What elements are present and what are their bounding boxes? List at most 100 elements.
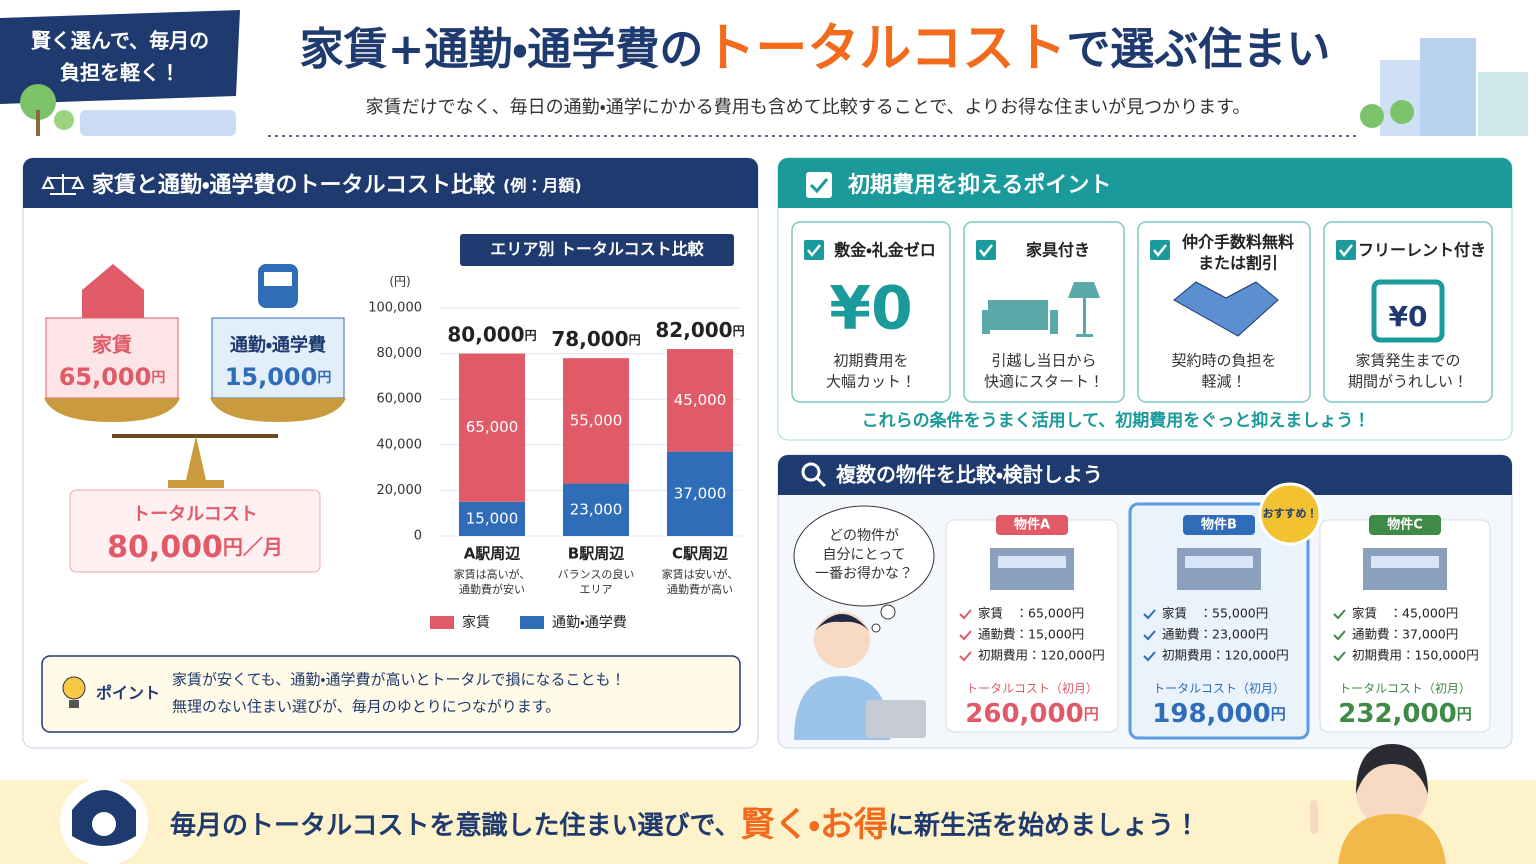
- recommend-text: おすすめ！: [1263, 507, 1318, 520]
- property-total: 260,000円: [965, 699, 1098, 729]
- item-check: [1143, 630, 1156, 641]
- item-check: [1143, 609, 1156, 620]
- property-name: 物件B: [1201, 517, 1237, 533]
- footer: 毎月のトータルコストを意識した住まい選びで、賢く・お得に新生活を始めましょう！: [0, 744, 1536, 864]
- compare-panel-part: [880, 604, 896, 620]
- total-label: 82,000円: [655, 318, 744, 342]
- bar-segment: [667, 451, 733, 536]
- check-mark: [807, 244, 821, 258]
- y-tick-label: 80,000: [377, 346, 423, 361]
- property-cards: 物件A 家賃 ：65,000円通勤費：15,000円初期費用：120,000円トー…: [945, 482, 1491, 740]
- total-unit: 円: [1457, 705, 1472, 723]
- card-desc: 契約時の負担を: [1171, 352, 1276, 370]
- total-unit: 円: [1084, 705, 1099, 723]
- badge-line: 賢く選んで、毎月の: [31, 29, 209, 53]
- card-desc: 期間がうれしい！: [1348, 373, 1468, 391]
- category-note: 通勤費が安い: [459, 582, 525, 596]
- card-desc: 引越し当日から: [991, 352, 1096, 370]
- thought-line: 一番お得かな？: [815, 565, 913, 582]
- card-desc: 大幅カット！: [826, 373, 916, 391]
- property-tag: [996, 515, 1068, 535]
- scale-illustration-part: [82, 264, 144, 318]
- item-check: [959, 630, 972, 641]
- value: 15,000: [225, 363, 318, 391]
- comparison-panel: 家賃と通勤・通学費のトータルコスト比較 (例：月額): [22, 157, 759, 749]
- property-item: 初期費用：150,000円: [1352, 648, 1479, 663]
- rent-value: 65,000円: [59, 363, 166, 391]
- property-name: 物件A: [1014, 517, 1050, 533]
- subtitle: 家賃だけでなく、毎日の通勤・通学にかかる費用も含めて比較することで、よりお得な住…: [366, 97, 1251, 118]
- compare-panel-part: [815, 476, 827, 488]
- bar-segment: [667, 349, 733, 452]
- recommend-badge: [1258, 482, 1322, 546]
- header-decor-part: [1390, 100, 1414, 124]
- total-label: 80,000円: [447, 322, 536, 346]
- x-tick-label: A駅周辺: [464, 545, 521, 563]
- scale-illustration-part: [69, 489, 321, 573]
- item-check: [959, 609, 972, 620]
- lamp-icon: [1068, 282, 1100, 337]
- title-highlight: トータルコスト: [703, 19, 1066, 79]
- panel-title: 複数の物件を比較・検討しよう: [836, 463, 1103, 487]
- card-title: 敷金・礼金ゼロ: [834, 241, 935, 260]
- footer-part: [0, 780, 1536, 864]
- category-note: 通勤費が高い: [667, 582, 733, 596]
- check-box: [804, 240, 824, 260]
- category-note: 家賃は高いが、: [454, 567, 531, 581]
- card-title: 家具付き: [1026, 241, 1090, 260]
- header-decor-part: [1380, 60, 1420, 136]
- cost-label: トータルコスト（初月）: [1339, 682, 1471, 696]
- property-tag: [1369, 515, 1441, 535]
- panel-note: (例：月額): [503, 176, 582, 195]
- bar-value-label: 23,000: [570, 500, 623, 518]
- y-tick-label: 20,000: [377, 483, 423, 498]
- header-decor-part: [36, 110, 40, 136]
- point-box-part: [62, 676, 86, 700]
- header-decor-part: [1478, 72, 1528, 136]
- compare-panel-part: [814, 614, 870, 632]
- y-tick-label: 60,000: [377, 392, 423, 407]
- total-value: 232,000: [1338, 699, 1456, 729]
- total-value: 78,000: [551, 327, 628, 351]
- header-decor-part: [1360, 104, 1384, 128]
- handshake-icon: [1173, 281, 1279, 337]
- property-item: 初期費用：120,000円: [1162, 648, 1289, 663]
- bar-value-label: 45,000: [674, 391, 727, 409]
- panel-title: 初期費用を抑えるポイント: [847, 172, 1111, 198]
- property-item: 家賃 ：65,000円: [978, 606, 1084, 621]
- property-total: 198,000円: [1152, 699, 1285, 729]
- bar-segment: [459, 353, 525, 502]
- footer-part: に新生活を始めましょう！: [888, 811, 1200, 841]
- card-desc: 快適にスタート！: [984, 373, 1104, 391]
- compare-panel-part: [814, 612, 870, 668]
- property-item: 通勤費：23,000円: [1162, 627, 1268, 642]
- scale-illustration-part: [44, 398, 346, 422]
- property-item: 家賃 ：55,000円: [1162, 606, 1268, 621]
- legend-swatch: [430, 616, 454, 629]
- comparison-panel-part: [41, 174, 85, 195]
- check-mark: [1153, 244, 1167, 258]
- footer-part: [1356, 744, 1428, 794]
- point-box: ポイント 家賃が安くても、通勤・通学費が高いとトータルで損になることも！ 無理の…: [41, 655, 741, 733]
- total-unit: 円: [629, 333, 641, 347]
- header-badge: 賢く選んで、毎月の 負担を軽く！: [0, 10, 240, 104]
- footer-part: [92, 812, 116, 836]
- calendar-text: ¥0: [1389, 300, 1428, 333]
- y-tick-label: 40,000: [377, 437, 423, 452]
- property-item: 通勤費：15,000円: [978, 627, 1084, 642]
- panel-title: 家賃と通勤・通学費のトータルコスト比較 (例：月額): [92, 172, 582, 198]
- building-windows: [1185, 556, 1253, 568]
- scale-illustration-part: [168, 436, 224, 488]
- initial-cost-panel-part: [778, 158, 1512, 208]
- property-item: 家賃 ：45,000円: [1352, 606, 1458, 621]
- category-note: バランスの良い: [558, 568, 635, 581]
- footer-part: [1310, 800, 1318, 834]
- total-value: 198,000: [1152, 699, 1270, 729]
- card-title: 仲介手数料無料: [1182, 233, 1294, 252]
- badge-line: 負担を軽く！: [60, 61, 180, 85]
- card: [791, 221, 951, 403]
- compare-panel-part: [866, 700, 926, 738]
- sofa-icon: [982, 300, 1058, 334]
